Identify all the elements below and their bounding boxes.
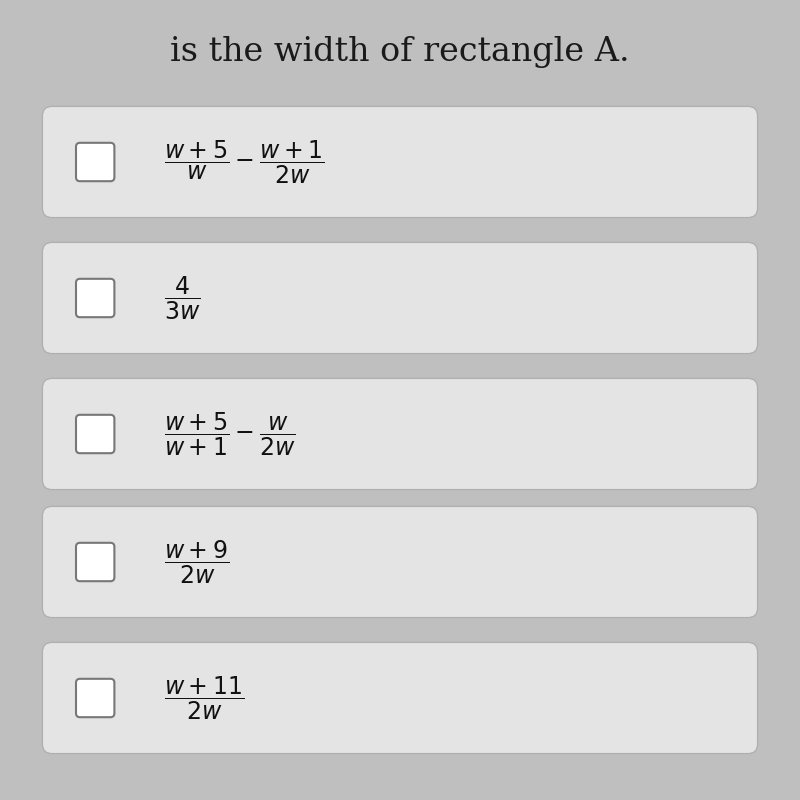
FancyBboxPatch shape [42,378,758,490]
FancyBboxPatch shape [76,142,114,182]
FancyBboxPatch shape [42,642,758,754]
FancyBboxPatch shape [42,106,758,218]
FancyBboxPatch shape [76,414,114,453]
Text: $\dfrac{4}{3w}$: $\dfrac{4}{3w}$ [164,274,200,322]
FancyBboxPatch shape [42,506,758,618]
Text: $\dfrac{w+9}{2w}$: $\dfrac{w+9}{2w}$ [164,538,230,586]
FancyBboxPatch shape [42,242,758,354]
Text: $\dfrac{w+11}{2w}$: $\dfrac{w+11}{2w}$ [164,674,244,722]
Text: $\dfrac{w+5}{w+1} - \dfrac{w}{2w}$: $\dfrac{w+5}{w+1} - \dfrac{w}{2w}$ [164,410,296,458]
FancyBboxPatch shape [76,542,114,581]
Text: $\dfrac{w+5}{w} - \dfrac{w+1}{2w}$: $\dfrac{w+5}{w} - \dfrac{w+1}{2w}$ [164,138,325,186]
FancyBboxPatch shape [76,279,114,318]
Text: is the width of rectangle A.: is the width of rectangle A. [170,36,630,68]
FancyBboxPatch shape [76,678,114,717]
